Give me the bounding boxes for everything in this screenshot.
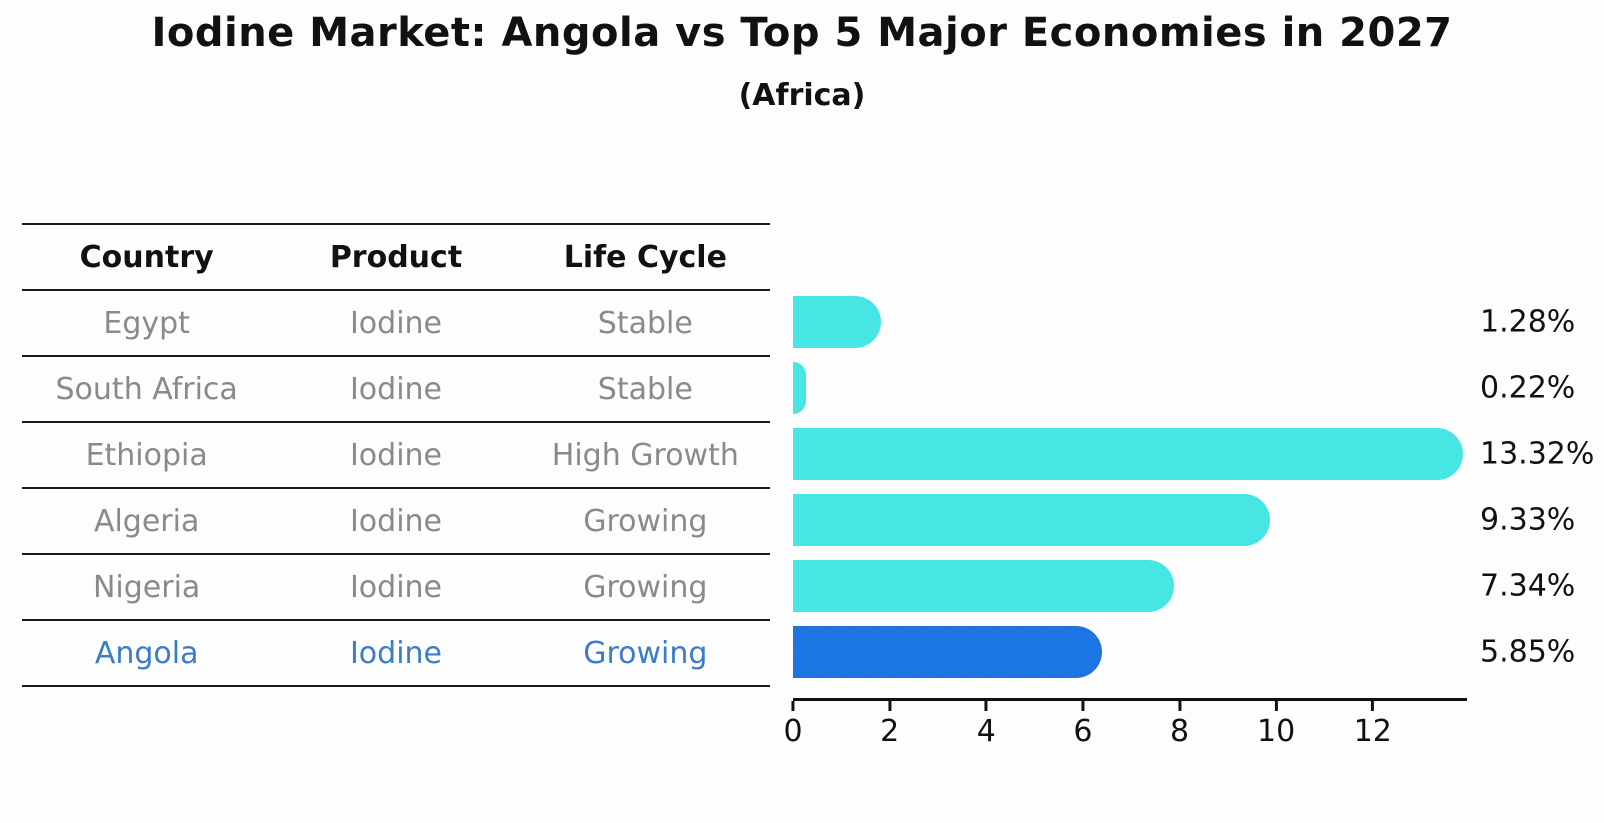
tick-label: 10 [1257,714,1296,749]
chart-title: Iodine Market: Angola vs Top 5 Major Eco… [151,10,1453,56]
cell-product: Iodine [349,503,443,539]
tick-label: 6 [1073,714,1093,749]
x-axis-tick-6: 6 [1073,701,1092,749]
bar-ethiopia [793,428,1463,480]
tick-mark [791,701,795,711]
tick-label: 12 [1353,714,1392,749]
bar-egypt [793,296,881,348]
tick-label: 2 [880,714,900,749]
bar-row-ethiopia [793,428,1467,480]
bar-angola-highlighted [793,626,1102,678]
x-axis-tick-4: 4 [977,701,996,749]
cell-country: Ethiopia [85,437,208,473]
cell-product: Iodine [349,437,443,473]
value-label-ethiopia: 13.32% [1480,436,1595,472]
x-axis-tick-2: 2 [880,701,899,749]
x-axis-tick-12: 12 [1354,701,1392,749]
tick-mark [984,701,988,711]
cell-life-cycle: Stable [597,305,693,341]
x-axis-tick-8: 8 [1170,701,1189,749]
bar-algeria [793,494,1270,546]
x-axis-tick-0: 0 [783,701,803,749]
bar-row-egypt [793,296,1467,348]
cell-life-cycle: Growing [583,635,708,671]
bar-row-south-africa [793,362,1467,414]
tick-mark [1371,701,1375,711]
cell-life-cycle: Stable [597,371,693,407]
table-row-south-africa: South Africa Iodine Stable [22,357,770,423]
cell-country: Egypt [103,305,190,341]
cell-country: South Africa [55,371,238,407]
x-axis-tick-10: 10 [1257,701,1295,749]
table-row-algeria: Algeria Iodine Growing [22,489,770,555]
table-row-egypt: Egypt Iodine Stable [22,291,770,357]
table-row-nigeria: Nigeria Iodine Growing [22,555,770,621]
tick-mark [888,701,892,711]
cell-life-cycle: High Growth [551,437,739,473]
bar-row-algeria [793,494,1467,546]
column-header-product: Product [329,239,463,275]
tick-label: 0 [783,714,803,749]
bar-south-africa [793,362,806,414]
tick-mark [1178,701,1182,711]
comparison-table: Country Product Life Cycle Egypt Iodine … [22,223,770,687]
cell-country: Nigeria [92,569,201,605]
column-header-life-cycle: Life Cycle [563,239,727,275]
value-label-algeria: 9.33% [1480,502,1576,538]
value-label-angola: 5.85% [1480,634,1576,670]
cell-product: Iodine [349,569,443,605]
table-row-angola-highlighted: Angola Iodine Growing [22,621,770,687]
value-label-south-africa: 0.22% [1480,370,1576,406]
value-label-egypt: 1.28% [1480,304,1576,340]
column-header-country: Country [79,239,214,275]
table-row-ethiopia: Ethiopia Iodine High Growth [22,423,770,489]
bar-chart: 0 2 4 6 8 10 1 [783,223,1467,823]
x-axis: 0 2 4 6 8 10 1 [783,698,1467,749]
cell-product: Iodine [349,305,443,341]
table-header-row: Country Product Life Cycle [22,225,770,291]
cell-product: Iodine [349,371,443,407]
tick-label: 4 [976,714,996,749]
cell-life-cycle: Growing [583,569,708,605]
cell-country: Angola [94,635,199,671]
bar-row-nigeria [793,560,1467,612]
bar-nigeria [793,560,1174,612]
value-label-nigeria: 7.34% [1480,568,1576,604]
chart-subtitle: (Africa) [738,78,866,113]
cell-life-cycle: Growing [583,503,708,539]
cell-product: Iodine [349,635,443,671]
cell-country: Algeria [93,503,200,539]
tick-mark [1081,701,1085,711]
tick-label: 8 [1169,714,1190,749]
tick-mark [1274,701,1278,711]
bar-row-angola [793,626,1467,678]
